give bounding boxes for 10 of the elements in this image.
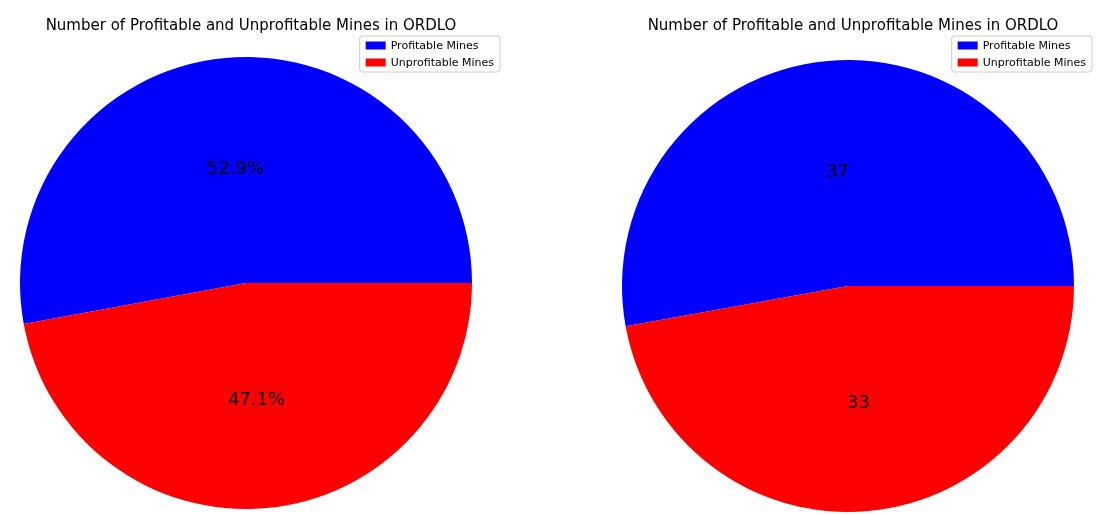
legend-label: Profitable Mines — [982, 39, 1071, 52]
chart-title: Number of Profitable and Unprofitable Mines in ORDLO — [647, 15, 1059, 34]
data-label: 52.9% — [206, 156, 265, 178]
chart-title: Number of Profitable and Unprofitable Mines in ORDLO — [45, 15, 457, 34]
data-label: 33 — [846, 391, 870, 413]
data-label: 37 — [826, 159, 850, 181]
legend-label: Unprofitable Mines — [390, 56, 495, 69]
legend-label: Profitable Mines — [390, 39, 479, 52]
data-label: 47.1% — [227, 388, 286, 410]
legend-label: Unprofitable Mines — [982, 56, 1087, 69]
